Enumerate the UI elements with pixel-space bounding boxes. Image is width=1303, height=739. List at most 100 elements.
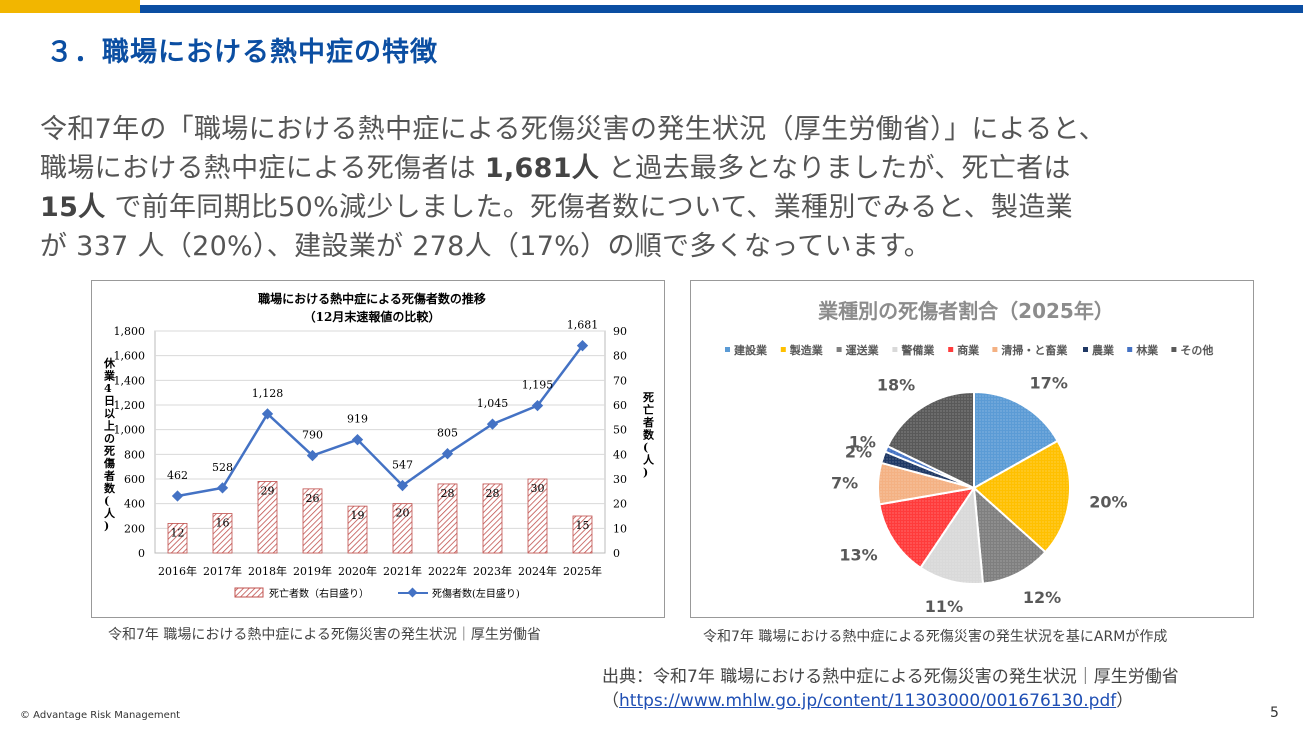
left-tick-label: 200 <box>124 522 145 535</box>
death-bar-label: 28 <box>441 487 455 500</box>
pie-slice-texture <box>974 392 1058 488</box>
header-accent-yellow <box>0 0 140 13</box>
right-tick-label: 10 <box>613 522 627 535</box>
pie-chart-caption: 令和7年 職場における熱中症による死傷災害の発生状況を基にARMが作成 <box>703 629 1168 645</box>
injured-point <box>441 448 454 460</box>
x-tick-label: 2023年 <box>473 564 512 578</box>
source-link[interactable]: https://www.mhlw.go.jp/content/11303000/… <box>619 691 1117 711</box>
left-tick-label: 1,600 <box>114 350 146 363</box>
trend-chart: 職場における熱中症による死傷者数の推移 （12月末速報値の比較） 0200400… <box>103 291 655 600</box>
pie-slice-texture <box>879 488 974 568</box>
right-tick-label: 90 <box>613 325 627 338</box>
right-tick-label: 30 <box>613 473 627 486</box>
death-bar-label: 26 <box>306 492 320 505</box>
death-bar-label: 16 <box>216 517 230 530</box>
trend-chart-caption: 令和7年 職場における熱中症による死傷災害の発生状況｜厚生労働省 <box>108 627 541 643</box>
pie-legend-label: 製造業 <box>789 343 824 357</box>
pie-slice-label: 17% <box>1030 374 1068 393</box>
intro-line-1: 令和7年の「職場における熱中症による死傷災害の発生状況（厚生労働省）」によると、 <box>40 114 1106 145</box>
death-count: 15人 <box>40 192 106 223</box>
right-tick-label: 20 <box>613 498 627 511</box>
pie-slice-texture <box>974 488 1046 584</box>
left-axis-label: 休業 4 日以上の死傷者数(人) <box>103 356 116 533</box>
injured-point-label: 547 <box>392 459 413 472</box>
x-tick-label: 2017年 <box>203 564 242 578</box>
right-tick-label: 70 <box>613 374 627 387</box>
pie-slice-texture <box>887 392 974 488</box>
injured-point <box>171 490 184 502</box>
header-accent-blue <box>140 5 1303 13</box>
x-tick-label: 2018年 <box>248 564 287 578</box>
injured-point-label: 1,195 <box>522 379 554 392</box>
pie-legend-label: 林業 <box>1136 343 1159 357</box>
x-tick-label: 2020年 <box>338 564 377 578</box>
x-tick-label: 2016年 <box>158 564 197 578</box>
injured-line <box>177 344 584 498</box>
copyright: © Advantage Risk Management <box>20 710 181 721</box>
left-tick-label: 600 <box>124 473 145 486</box>
pie-legend-label: 清掃・と畜業 <box>1001 343 1068 357</box>
injured-point-label: 919 <box>347 413 368 426</box>
pie-legend-swatch <box>992 347 998 352</box>
pie-slice-label: 2% <box>845 442 872 461</box>
pie-legend-swatch <box>1171 347 1177 352</box>
injured-point-label: 1,045 <box>477 397 509 410</box>
intro-line-3: 15人 で前年同期比50%減少しました。死傷者数について、業種別でみると、製造業 <box>40 192 1073 223</box>
death-bar-label: 29 <box>261 484 275 497</box>
x-tick-label: 2024年 <box>518 564 557 578</box>
pie-slice-label: 11% <box>925 597 963 616</box>
death-bar-label: 20 <box>396 507 410 520</box>
pie-legend-label: 警備業 <box>900 343 935 357</box>
left-tick-label: 1,800 <box>114 325 146 338</box>
right-tick-label: 80 <box>613 350 627 363</box>
pie-slice-label: 1% <box>849 433 876 452</box>
death-bar <box>347 505 368 554</box>
pie-legend-swatch <box>892 347 898 352</box>
pie-legend-label: その他 <box>1180 343 1213 357</box>
pie-legend-swatch <box>1127 347 1133 352</box>
pie-slice-label: 13% <box>839 545 877 564</box>
trend-chart-title: 職場における熱中症による死傷者数の推移 <box>258 291 486 306</box>
source-text: 出典：令和7年 職場における熱中症による死傷災害の発生状況｜厚生労働省 <box>602 667 1179 687</box>
death-bar <box>212 513 233 554</box>
legend-line-label: 死傷者数(左目盛り) <box>432 587 520 600</box>
pie-chart-frame: 業種別の死傷者割合（2025年） 建設業 製造業 運送業 警備業 商業 清掃・と畜業 農業 林… <box>690 280 1254 618</box>
death-bar <box>167 522 188 554</box>
pie-slice-label: 18% <box>877 376 915 395</box>
injured-point-label: 805 <box>437 427 458 440</box>
right-axis-label: 死亡者数(人) <box>642 391 655 479</box>
death-bar <box>392 503 413 554</box>
x-tick-label: 2021年 <box>383 564 422 578</box>
injured-point-label: 790 <box>302 429 323 442</box>
left-tick-label: 1,400 <box>114 374 146 387</box>
death-bar-label: 30 <box>531 482 545 495</box>
injured-point <box>261 408 274 420</box>
pie-slice-texture <box>920 488 983 584</box>
right-tick-label: 40 <box>613 448 627 461</box>
injured-point-label: 1,128 <box>252 387 284 400</box>
left-tick-label: 1,200 <box>114 399 146 412</box>
death-bar <box>527 478 548 554</box>
intro-paragraph: 令和7年の「職場における熱中症による死傷災害の発生状況（厚生労働省）」によると、… <box>40 110 1280 266</box>
pie-slice-label: 12% <box>1023 588 1061 607</box>
pie-legend-swatch <box>725 347 730 352</box>
pie-slice-label: 7% <box>831 473 858 492</box>
pie-legend-swatch <box>948 347 954 352</box>
death-bar <box>572 515 593 554</box>
injured-point <box>351 433 364 446</box>
left-tick-label: 400 <box>124 498 145 511</box>
injured-point <box>396 479 409 492</box>
x-tick-label: 2019年 <box>293 564 332 578</box>
death-bar <box>257 481 278 554</box>
injured-point-label: 528 <box>212 461 233 474</box>
left-tick-label: 1,000 <box>114 424 146 437</box>
pie-legend-label: 運送業 <box>846 343 880 357</box>
legend-bar-swatch <box>234 587 264 598</box>
pie-legend-swatch <box>1083 347 1088 352</box>
right-tick-label: 0 <box>613 547 620 560</box>
x-tick-label: 2025年 <box>563 564 602 578</box>
death-bar <box>437 483 458 554</box>
injured-point <box>486 418 499 430</box>
trend-chart-frame: 職場における熱中症による死傷者数の推移 （12月末速報値の比較） 0 200 400… <box>91 280 665 618</box>
injured-count: 1,681人 <box>484 153 600 184</box>
